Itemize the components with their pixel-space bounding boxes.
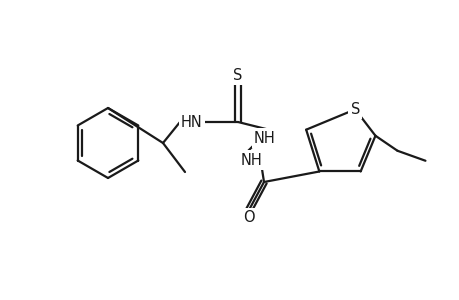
- Text: NH: NH: [253, 130, 275, 146]
- Text: NH: NH: [241, 152, 262, 167]
- Text: O: O: [243, 211, 254, 226]
- Text: S: S: [233, 68, 242, 82]
- Text: S: S: [350, 102, 359, 117]
- Text: HN: HN: [181, 115, 202, 130]
